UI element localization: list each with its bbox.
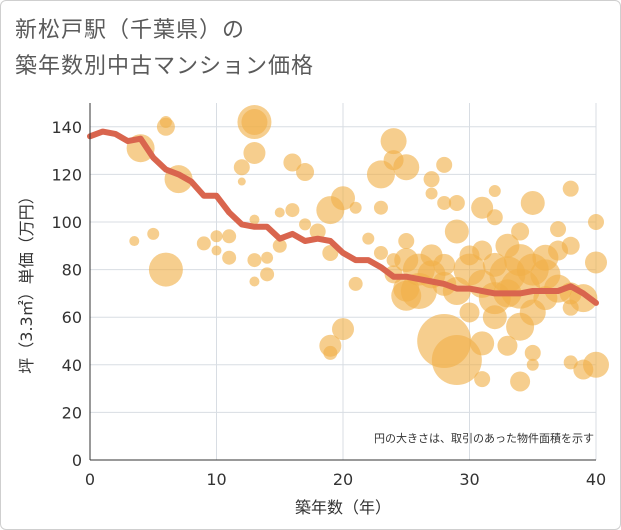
data-bubble (486, 209, 503, 226)
data-bubble (393, 154, 420, 181)
data-bubble (448, 194, 465, 211)
x-tick-label: 30 (459, 470, 479, 489)
x-tick-label: 20 (333, 470, 353, 489)
data-bubble (488, 185, 501, 198)
data-bubble (129, 236, 140, 247)
data-bubble (237, 177, 246, 186)
x-tick-label: 10 (206, 470, 226, 489)
data-bubble (332, 318, 354, 341)
data-bubble (550, 221, 567, 238)
data-bubble (520, 190, 545, 215)
data-bubble (436, 156, 453, 173)
title-line-1: 新松戸駅（千葉県）の (15, 18, 246, 43)
data-bubble (425, 187, 438, 200)
data-bubble (380, 128, 407, 155)
data-bubble (159, 116, 172, 129)
data-bubble (210, 230, 223, 243)
data-bubble (296, 163, 315, 182)
data-bubble (562, 180, 579, 197)
data-bubble (585, 251, 607, 274)
x-axis-label: 築年数（年） (295, 498, 391, 517)
data-bubble (196, 236, 211, 251)
data-bubble (471, 196, 494, 219)
data-bubble (323, 345, 338, 360)
y-tick-label: 120 (51, 165, 82, 184)
data-bubble (261, 251, 274, 264)
trend-line (87, 128, 599, 306)
bubble-layer (126, 105, 609, 392)
y-axis-label: 坪（3.3㎡）単価（万円） (17, 188, 36, 373)
data-bubble (563, 355, 578, 370)
data-bubble (423, 171, 440, 188)
title-line-2: 築年数別中古マンション価格 (15, 54, 315, 79)
data-bubble (233, 159, 250, 176)
data-bubble (482, 305, 507, 330)
data-bubble (524, 344, 541, 361)
data-bubble (497, 335, 518, 356)
data-bubble (437, 195, 452, 210)
chart-title: 新松戸駅（千葉県）の 築年数別中古マンション価格 (15, 13, 314, 85)
size-note: 円の大きさは、取引のあった物件面積を示す (374, 431, 594, 445)
data-bubble (373, 245, 388, 260)
data-bubble (583, 351, 609, 378)
y-tick-label: 60 (62, 308, 82, 327)
data-bubble (348, 276, 363, 291)
data-bubble (470, 331, 495, 356)
data-bubble (459, 302, 480, 323)
data-bubble (299, 218, 312, 231)
data-bubble (561, 236, 580, 255)
data-bubble (148, 252, 183, 287)
data-bubble (147, 227, 160, 240)
data-bubble (249, 214, 260, 225)
data-bubble (373, 200, 388, 215)
data-bubble (398, 233, 415, 250)
data-bubble (472, 240, 493, 261)
tick-labels: 0 20 40 60 80 100 120 140 0 10 20 30 40 (51, 118, 606, 489)
data-bubble (431, 335, 482, 386)
data-bubble (222, 229, 237, 244)
data-bubble (283, 153, 302, 172)
y-tick-label: 40 (62, 356, 82, 375)
data-bubble (211, 245, 222, 256)
data-bubble (272, 238, 287, 253)
data-bubble (249, 276, 260, 287)
data-bubble (260, 267, 275, 282)
y-tick-label: 80 (62, 261, 82, 280)
y-tick-label: 0 (72, 451, 82, 470)
data-bubble (247, 253, 262, 268)
data-bubble (349, 201, 362, 214)
data-bubble (331, 186, 355, 211)
data-bubble (322, 244, 339, 261)
x-tick-label: 0 (85, 470, 95, 489)
data-bubble (474, 371, 491, 388)
y-tick-label: 140 (51, 118, 82, 137)
data-bubble (243, 141, 266, 164)
axes (89, 103, 596, 461)
data-bubble (274, 207, 285, 218)
data-bubble (526, 358, 539, 371)
data-bubble (309, 223, 326, 240)
data-bubble (362, 232, 375, 245)
data-bubble (588, 214, 604, 230)
data-bubble (222, 250, 237, 265)
data-bubble (285, 203, 300, 218)
y-tick-label: 100 (51, 213, 82, 232)
data-bubble (511, 222, 530, 241)
data-bubble (241, 109, 268, 136)
data-bubble (433, 253, 456, 276)
data-bubble (444, 219, 469, 244)
x-tick-label: 40 (586, 470, 606, 489)
y-tick-label: 20 (62, 403, 82, 422)
data-bubble (510, 371, 531, 392)
